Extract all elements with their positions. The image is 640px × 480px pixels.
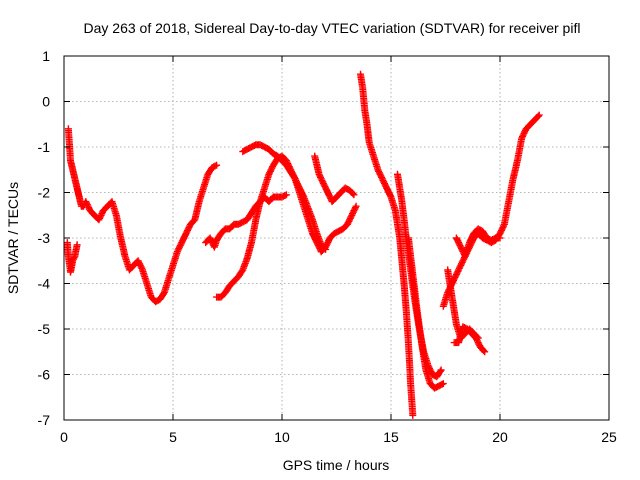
series-arc-12 xyxy=(450,323,489,356)
x-tick-label: 5 xyxy=(169,429,177,445)
data-series xyxy=(63,70,543,419)
y-tick-label: -5 xyxy=(38,321,51,337)
y-axis-label: SDTVAR / TECUs xyxy=(5,182,21,294)
series-arc-1 xyxy=(63,239,81,276)
series-arc-2 xyxy=(64,125,221,306)
x-tick-label: 20 xyxy=(492,429,508,445)
series-arc-6 xyxy=(311,152,358,206)
x-tick-labels: 0 5 10 15 20 25 xyxy=(60,429,617,445)
series-arc-7 xyxy=(357,70,417,419)
axis-ticks xyxy=(63,55,610,421)
y-tick-label: -3 xyxy=(38,230,51,246)
y-tick-labels: 1 0 -1 -2 -3 -4 -5 -6 -7 xyxy=(38,48,51,428)
y-tick-label: -2 xyxy=(38,185,51,201)
y-tick-label: -4 xyxy=(38,276,51,292)
chart-title: Day 263 of 2018, Sidereal Day-to-day VTE… xyxy=(84,20,581,36)
y-tick-label: 0 xyxy=(42,94,50,110)
y-tick-label: -6 xyxy=(38,367,51,383)
x-tick-label: 0 xyxy=(60,429,68,445)
series-arc-9 xyxy=(404,234,447,392)
grid xyxy=(64,56,609,420)
y-tick-label: 1 xyxy=(42,48,50,64)
x-tick-label: 10 xyxy=(274,429,290,445)
y-tick-label: -1 xyxy=(38,139,51,155)
x-tick-label: 25 xyxy=(601,429,617,445)
y-tick-label: -7 xyxy=(38,412,51,428)
x-axis-label: GPS time / hours xyxy=(283,457,390,473)
series-arc-5 xyxy=(239,141,360,256)
x-tick-label: 15 xyxy=(383,429,399,445)
series-arc-13 xyxy=(452,225,504,260)
